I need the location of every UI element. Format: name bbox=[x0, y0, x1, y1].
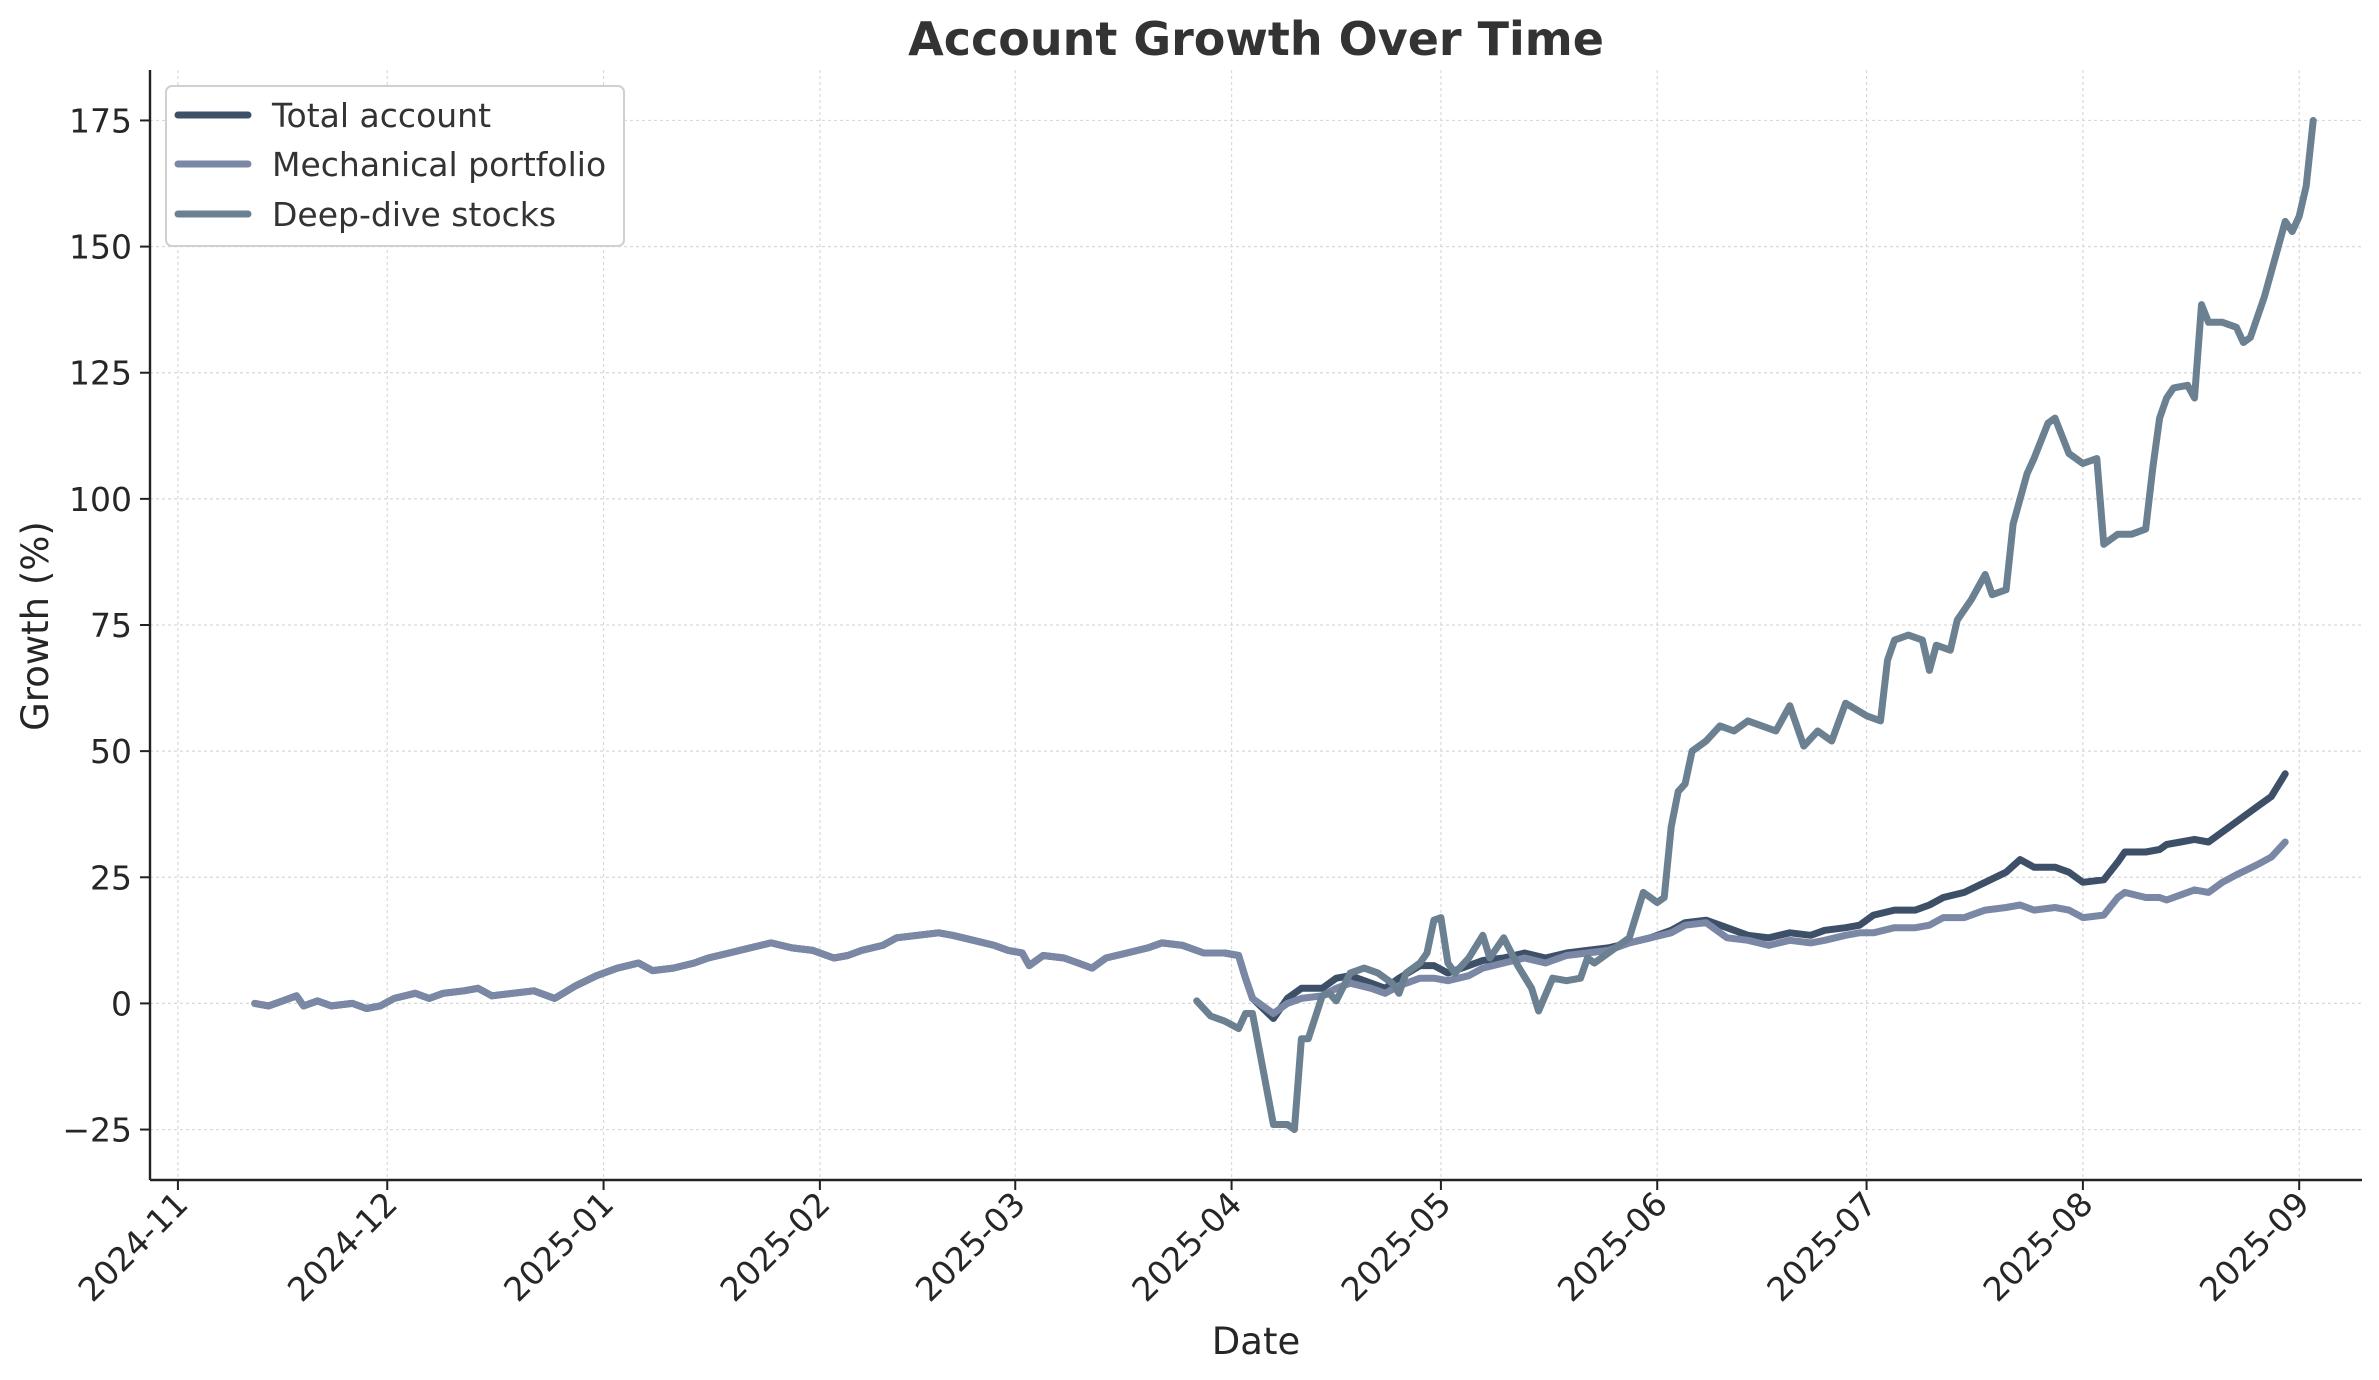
y-tick-label-50: 50 bbox=[90, 732, 132, 771]
legend: Total account Mechanical portfolio Deep-… bbox=[165, 85, 625, 247]
y-tick-label-25: 25 bbox=[90, 858, 132, 897]
series-line-mechanical-portfolio bbox=[251, 838, 2289, 1017]
series-lines bbox=[251, 117, 2317, 1133]
legend-label-mechanical-portfolio: Mechanical portfolio bbox=[272, 145, 606, 184]
x-tick-label-2025-08: 2025-08 bbox=[1975, 1184, 2100, 1309]
x-tick-label-2024-11: 2024-11 bbox=[70, 1184, 195, 1309]
series-line-deep-dive-stocks bbox=[1193, 117, 2317, 1133]
x-tick-label-2025-07: 2025-07 bbox=[1759, 1184, 1884, 1309]
x-tick-label-2025-04: 2025-04 bbox=[1124, 1184, 1249, 1309]
x-tick-label-2024-12: 2024-12 bbox=[280, 1184, 405, 1309]
y-tick-label-150: 150 bbox=[69, 228, 132, 267]
y-tick-label-75: 75 bbox=[90, 606, 132, 645]
chart-title: Account Growth Over Time bbox=[908, 12, 1604, 66]
x-tick-label-2025-09: 2025-09 bbox=[2192, 1184, 2317, 1309]
x-tick-label-2025-06: 2025-06 bbox=[1550, 1184, 1675, 1309]
y-tick-label-175: 175 bbox=[69, 101, 132, 140]
legend-label-deep-dive-stocks: Deep-dive stocks bbox=[272, 195, 556, 234]
x-tick-label-2025-01: 2025-01 bbox=[496, 1184, 621, 1309]
x-tick-label-2025-03: 2025-03 bbox=[908, 1184, 1033, 1309]
y-axis-title: Growth (%) bbox=[14, 521, 57, 731]
x-tick-label-2025-05: 2025-05 bbox=[1333, 1184, 1458, 1309]
y-tick-label-125: 125 bbox=[69, 354, 132, 393]
x-tick-label-2025-02: 2025-02 bbox=[712, 1184, 837, 1309]
series-line-total-account bbox=[251, 770, 2289, 1022]
y-tick-label-100: 100 bbox=[69, 480, 132, 519]
x-axis-title: Date bbox=[1212, 1320, 1300, 1363]
legend-box bbox=[165, 85, 625, 247]
y-axis-ticks: −25 0 25 50 75 100 125 150 175 bbox=[62, 101, 150, 1150]
x-axis-ticks: 2024-11 2024-12 2025-01 2025-02 2025-03 2025-… bbox=[70, 1180, 2317, 1309]
legend-label-total-account: Total account bbox=[271, 96, 491, 135]
y-tick-label-0: 0 bbox=[111, 984, 132, 1023]
y-tick-label-25: −25 bbox=[62, 1111, 132, 1150]
